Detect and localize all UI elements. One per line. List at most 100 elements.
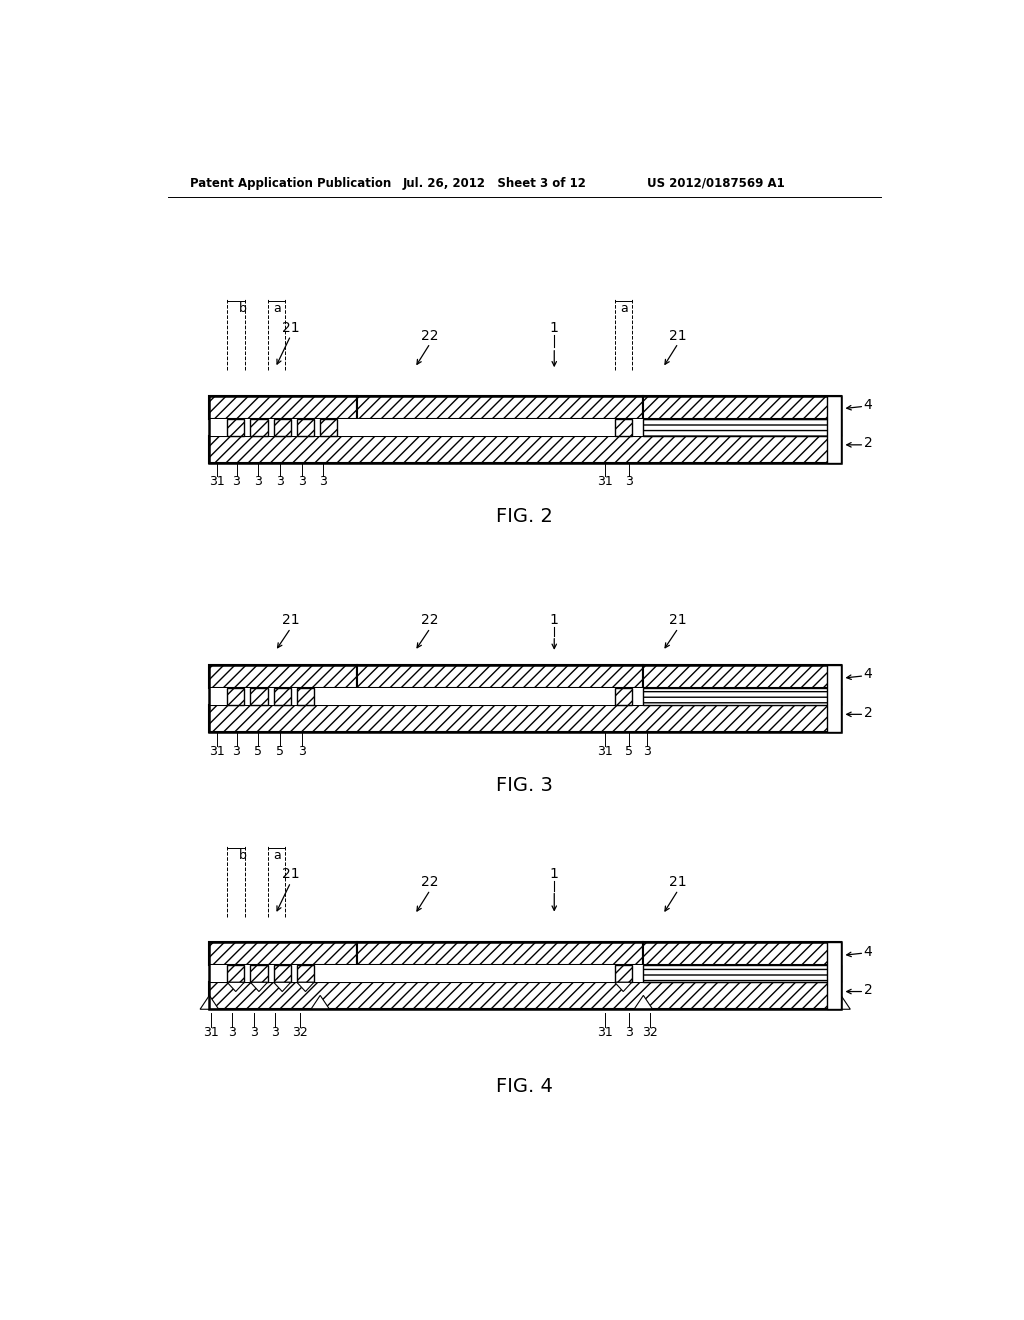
Bar	[209, 396, 356, 418]
Bar	[209, 436, 841, 462]
Text: 21: 21	[282, 614, 300, 627]
Text: 2: 2	[864, 437, 872, 450]
Bar	[827, 665, 841, 733]
Text: 22: 22	[422, 614, 439, 627]
Text: 3: 3	[232, 744, 241, 758]
Text: 1: 1	[550, 867, 559, 882]
Text: 3: 3	[250, 1026, 257, 1039]
Text: 31: 31	[209, 744, 225, 758]
Bar	[209, 965, 841, 982]
Text: FIG. 4: FIG. 4	[497, 1077, 553, 1096]
Text: b: b	[239, 302, 247, 315]
Polygon shape	[634, 995, 652, 1010]
Polygon shape	[297, 982, 314, 991]
Bar	[356, 396, 643, 418]
Text: 3: 3	[275, 475, 284, 488]
Bar	[227, 418, 245, 436]
Bar	[356, 665, 643, 688]
Polygon shape	[831, 995, 850, 1010]
Text: a: a	[621, 302, 628, 315]
Text: 21: 21	[670, 875, 687, 890]
Bar	[273, 418, 291, 436]
Bar	[251, 418, 267, 436]
Text: 2: 2	[864, 983, 872, 997]
Text: 3: 3	[232, 475, 241, 488]
Polygon shape	[251, 982, 267, 991]
Text: 31: 31	[203, 1026, 219, 1039]
Text: 3: 3	[625, 475, 633, 488]
Bar	[827, 396, 841, 462]
Text: 1: 1	[550, 321, 559, 335]
Polygon shape	[200, 995, 219, 1010]
Bar	[643, 942, 841, 965]
Polygon shape	[614, 982, 632, 991]
Text: 32: 32	[642, 1026, 658, 1039]
Bar	[643, 418, 841, 436]
Text: FIG. 3: FIG. 3	[497, 776, 553, 796]
Text: 31: 31	[209, 475, 225, 488]
Text: US 2012/0187569 A1: US 2012/0187569 A1	[647, 177, 785, 190]
Text: 4: 4	[864, 397, 872, 412]
Bar	[643, 965, 841, 982]
Bar	[643, 688, 841, 705]
Bar	[321, 418, 337, 436]
Bar	[209, 942, 841, 1010]
Bar	[614, 965, 632, 982]
Polygon shape	[311, 995, 330, 1010]
Bar	[209, 396, 841, 462]
Text: 3: 3	[228, 1026, 236, 1039]
Text: 5: 5	[254, 744, 262, 758]
Bar	[273, 965, 291, 982]
Text: 32: 32	[292, 1026, 308, 1039]
Text: 1: 1	[550, 614, 559, 627]
Bar	[209, 942, 356, 965]
Bar	[827, 942, 841, 1010]
Bar	[209, 688, 841, 705]
Bar	[297, 688, 314, 705]
Text: 21: 21	[670, 329, 687, 342]
Text: 5: 5	[275, 744, 284, 758]
Text: b: b	[239, 849, 247, 862]
Text: 5: 5	[625, 744, 633, 758]
Bar	[643, 396, 841, 418]
Bar	[209, 418, 841, 436]
Text: 31: 31	[598, 475, 613, 488]
Bar	[643, 665, 841, 688]
Text: 21: 21	[282, 321, 300, 335]
Text: 21: 21	[670, 614, 687, 627]
Polygon shape	[227, 982, 245, 991]
Bar	[356, 942, 643, 965]
Text: 4: 4	[864, 945, 872, 958]
Text: 2: 2	[864, 706, 872, 719]
Bar	[614, 688, 632, 705]
Text: Jul. 26, 2012   Sheet 3 of 12: Jul. 26, 2012 Sheet 3 of 12	[403, 177, 587, 190]
Bar	[297, 965, 314, 982]
Text: 31: 31	[598, 744, 613, 758]
Bar	[227, 965, 245, 982]
Text: FIG. 2: FIG. 2	[497, 507, 553, 525]
Text: Patent Application Publication: Patent Application Publication	[190, 177, 391, 190]
Text: 3: 3	[298, 475, 305, 488]
Text: 21: 21	[282, 867, 300, 882]
Text: 22: 22	[422, 329, 439, 342]
Text: 3: 3	[625, 1026, 633, 1039]
Bar	[251, 688, 267, 705]
Text: 3: 3	[643, 744, 651, 758]
Text: a: a	[273, 302, 281, 315]
Bar	[297, 418, 314, 436]
Text: 4: 4	[864, 668, 872, 681]
Bar	[273, 688, 291, 705]
Bar	[209, 665, 841, 733]
Bar	[209, 665, 356, 688]
Text: 3: 3	[319, 475, 328, 488]
Bar	[614, 418, 632, 436]
Bar	[209, 705, 841, 733]
Text: 31: 31	[598, 1026, 613, 1039]
Bar	[251, 965, 267, 982]
Bar	[209, 982, 841, 1010]
Bar	[227, 688, 245, 705]
Text: 3: 3	[298, 744, 305, 758]
Text: 3: 3	[271, 1026, 280, 1039]
Text: a: a	[273, 849, 281, 862]
Polygon shape	[273, 982, 291, 991]
